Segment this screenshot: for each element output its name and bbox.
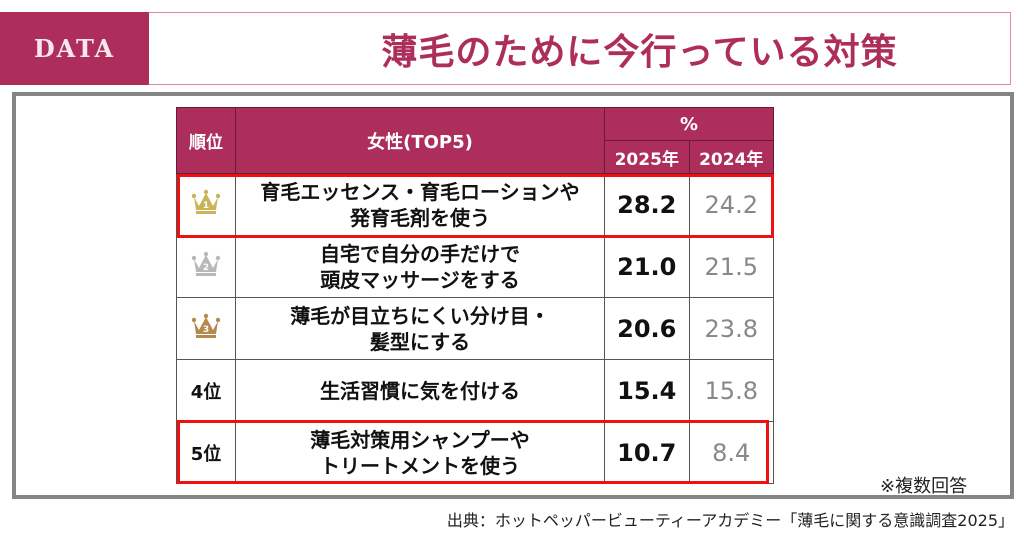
item-cell: 薄毛が目立ちにくい分け目・ 髪型にする — [235, 297, 605, 360]
page-title-box: 薄毛のために今行っている対策 — [149, 12, 1011, 85]
table-row: 4位 生活習慣に気を付ける 15.4 15.8 — [176, 359, 774, 422]
svg-text:3: 3 — [203, 325, 209, 335]
table-row: 2 自宅で自分の手だけで 頭皮マッサージをする 21.0 21.5 — [176, 235, 774, 298]
ranking-table: 順位 女性(TOP5) % 2025年 2024年 1 育毛エッセンス・育毛ロー… — [176, 107, 774, 484]
value-2024: 23.8 — [688, 297, 774, 360]
value-2024: 24.2 — [688, 173, 774, 236]
header-2025: 2025年 — [604, 140, 690, 174]
gold-crown-icon: 1 — [191, 189, 221, 214]
header-unit: % — [604, 107, 774, 141]
rank-cell: 1 — [176, 173, 236, 236]
table-row: 5位 薄毛対策用シャンプーや トリートメントを使う 10.7 8.4 — [176, 421, 774, 484]
rank-cell: 4位 — [176, 359, 236, 422]
value-2024: 15.8 — [688, 359, 774, 422]
item-cell: 薄毛対策用シャンプーや トリートメントを使う — [235, 421, 605, 484]
item-cell: 育毛エッセンス・育毛ローションや 発育毛剤を使う — [235, 173, 605, 236]
page-title: 薄毛のために今行っている対策 — [381, 31, 898, 73]
value-2025: 21.0 — [604, 235, 690, 298]
header-item: 女性(TOP5) — [235, 107, 605, 174]
bronze-crown-icon: 3 — [191, 313, 221, 338]
rank-cell: 2 — [176, 235, 236, 298]
svg-text:2: 2 — [203, 263, 209, 273]
rank-cell: 3 — [176, 297, 236, 360]
item-cell: 生活習慣に気を付ける — [235, 359, 605, 422]
header-rank: 順位 — [176, 107, 236, 174]
rank-cell: 5位 — [176, 421, 236, 484]
svg-text:1: 1 — [203, 201, 209, 211]
silver-crown-icon: 2 — [191, 251, 221, 276]
table-row: 3 薄毛が目立ちにくい分け目・ 髪型にする 20.6 23.8 — [176, 297, 774, 360]
item-cell: 自宅で自分の手だけで 頭皮マッサージをする — [235, 235, 605, 298]
value-2025: 28.2 — [604, 173, 690, 236]
value-2024: 8.4 — [688, 421, 774, 484]
table-row: 1 育毛エッセンス・育毛ローションや 発育毛剤を使う 28.2 24.2 — [176, 173, 774, 236]
value-2024: 21.5 — [688, 235, 774, 298]
source-citation: 出典：ホットペッパービューティーアカデミー「薄毛に関する意識調査2025」 — [446, 511, 1014, 530]
value-2025: 20.6 — [604, 297, 690, 360]
value-2025: 15.4 — [604, 359, 690, 422]
data-badge-label: DATA — [33, 34, 116, 63]
value-2025: 10.7 — [604, 421, 690, 484]
multiple-answer-note: ※複数回答 — [880, 476, 968, 497]
header-2024: 2024年 — [688, 140, 774, 174]
data-badge: DATA — [0, 12, 149, 85]
